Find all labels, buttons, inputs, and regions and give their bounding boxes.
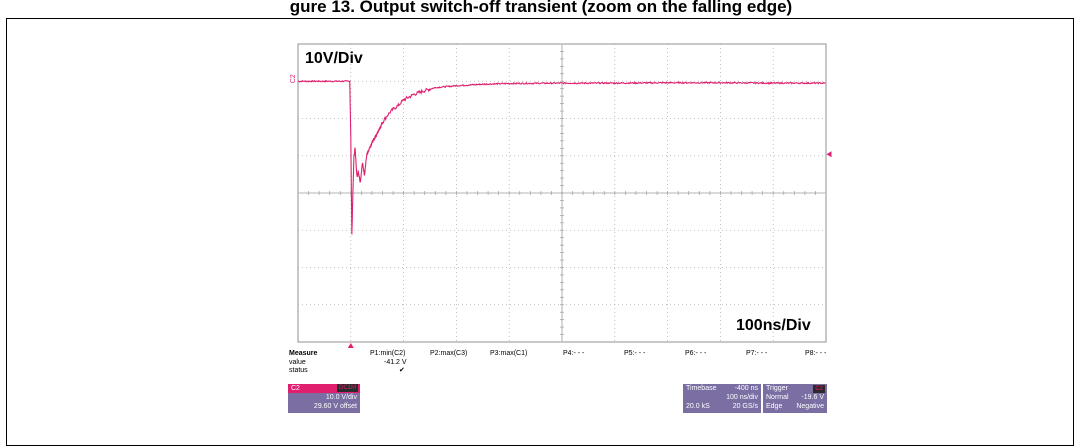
measure-param-5: P5:- - - (624, 350, 646, 357)
trace-group (297, 79, 826, 235)
channel-c2-box[interactable]: C2 DC1M 10.0 V/div 29.60 V offset (288, 384, 360, 413)
timebase-rate: 20 GS/s (732, 403, 758, 410)
channel-offset: 29.60 V offset (313, 403, 357, 410)
measure-row-status: status (289, 367, 308, 374)
trigger-type: Edge (766, 403, 783, 410)
timebase-box[interactable]: Timebase -400 ns 100 ns/div 20.0 kS 20 G… (683, 384, 761, 413)
trigger-source-chip: C2 (813, 385, 825, 393)
trigger-label: Trigger (766, 385, 788, 392)
trigger-level-marker (826, 151, 832, 158)
marker-group: C2 (290, 74, 832, 348)
grid (297, 43, 827, 343)
timebase-tdiv: 100 ns/div (726, 394, 758, 401)
trigger-mode: Normal (766, 394, 789, 401)
measure-label: Measure (289, 350, 318, 357)
trigger-level: -19.6 V (801, 394, 824, 401)
trigger-box[interactable]: Trigger C2 Normal -19.6 V Edge Negative (763, 384, 827, 413)
measure-p1-value: -41.2 V (384, 359, 407, 366)
trace-c2 (297, 79, 826, 235)
measure-row-value: value (289, 359, 306, 366)
measure-p1-status: ✔ (399, 367, 405, 374)
time-per-div-label: 100ns/Div (736, 317, 811, 334)
measure-param-1: P1:min(C2) (370, 350, 406, 357)
channel-c2-header: C2 DC1M (288, 384, 360, 393)
channel-name: C2 (291, 385, 300, 392)
measure-param-4: P4:- - - (563, 350, 585, 357)
measure-param-2: P2:max(C3) (430, 350, 468, 357)
timebase-delay: -400 ns (734, 385, 758, 392)
figure-frame (6, 18, 1074, 446)
figure-caption: gure 13. Output switch-off transient (zo… (289, 0, 793, 16)
measure-param-8: P8:- - - (805, 350, 827, 357)
timebase-label: Timebase (686, 385, 717, 392)
trigger-position-marker (347, 343, 354, 348)
volts-per-div-label: 10V/Div (305, 50, 363, 67)
timebase-samples: 20.0 kS (686, 403, 710, 410)
channel-coupling-chip: DC1M (336, 384, 358, 392)
measure-param-7: P7:- - - (746, 350, 768, 357)
measure-param-3: P3:max(C1) (490, 350, 528, 357)
channel-vdiv: 10.0 V/div (325, 394, 357, 401)
trigger-slope: Negative (796, 403, 824, 410)
measure-param-6: P6:- - - (685, 350, 707, 357)
channel-tag-label: C2 (290, 74, 297, 83)
